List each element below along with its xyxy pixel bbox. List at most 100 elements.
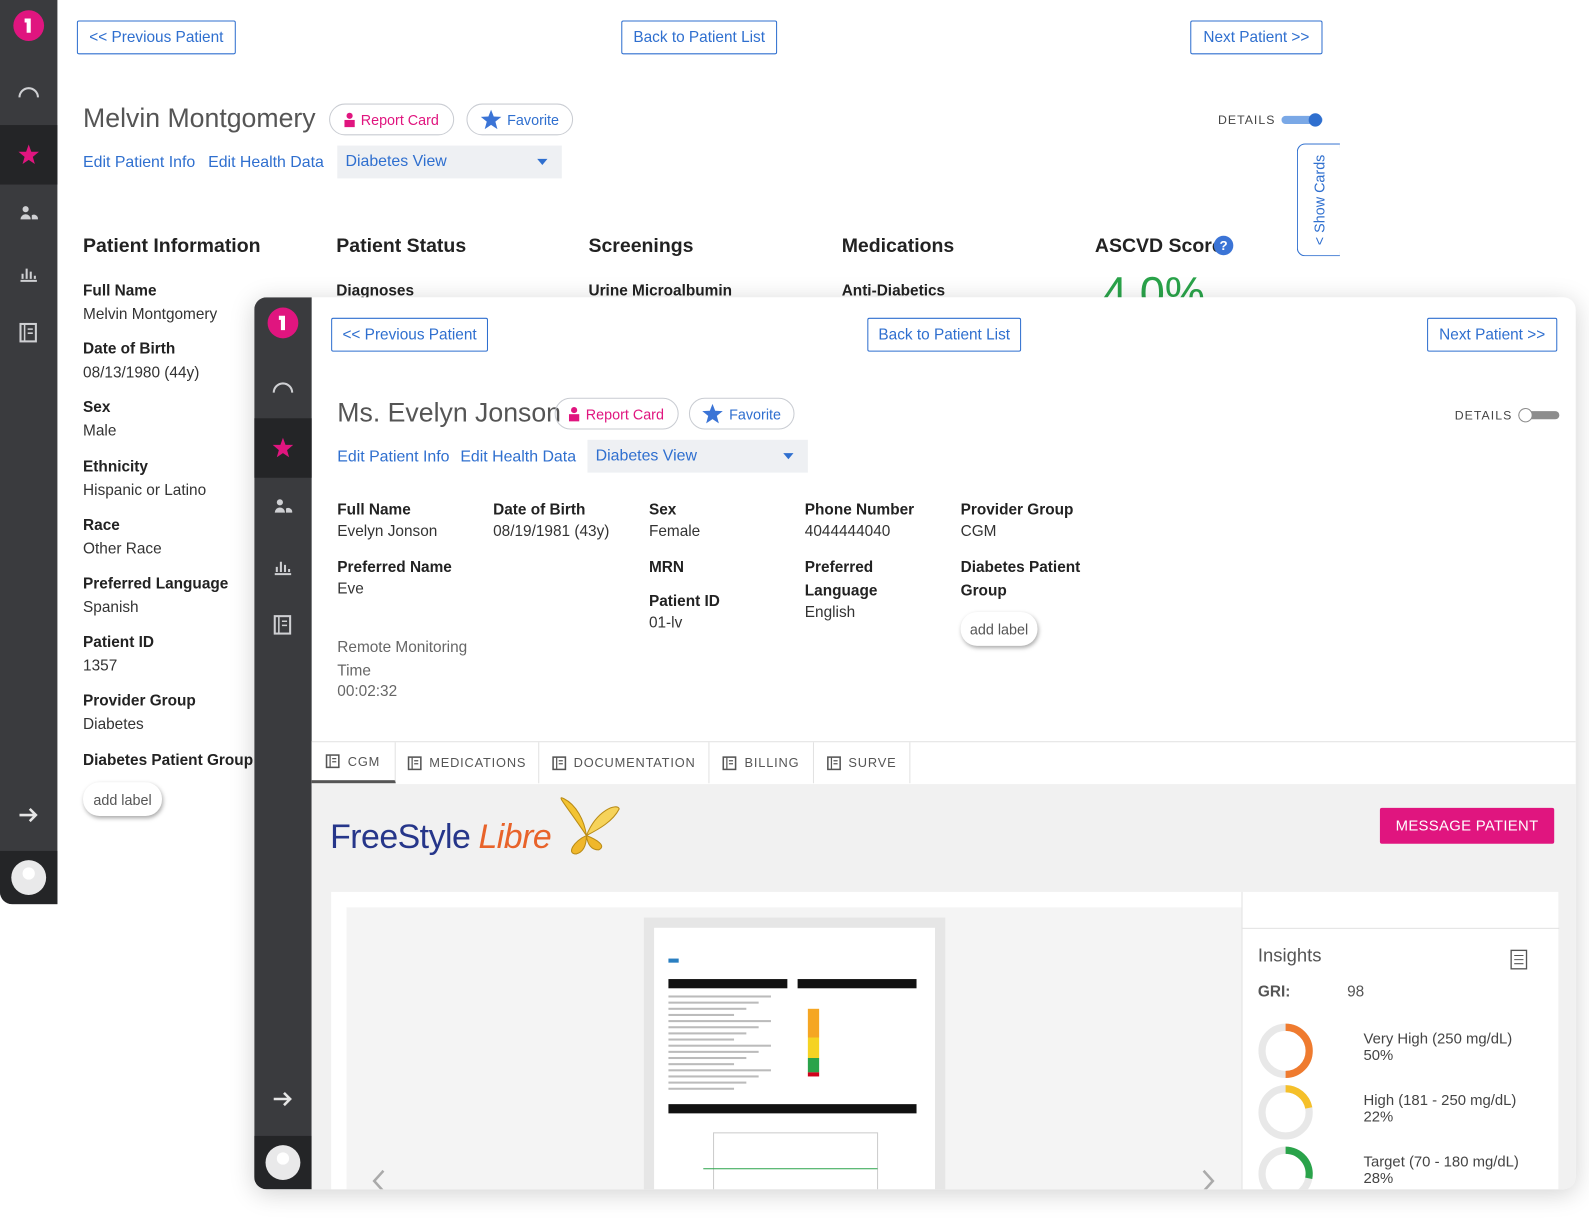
view-dropdown[interactable]: Diabetes View — [587, 439, 808, 473]
icon-shape — [407, 755, 422, 770]
field-value: Evelyn Jonson — [337, 522, 438, 541]
tab[interactable]: SURVE — [814, 742, 911, 784]
field-label: Preferred Language — [83, 575, 229, 593]
report-viewer — [346, 907, 1242, 1190]
range-donut — [1258, 1085, 1313, 1140]
reports-icon — [274, 561, 292, 576]
donut-arc — [1285, 1085, 1313, 1109]
details-toggle[interactable] — [1281, 111, 1325, 129]
tab-label: MEDICATIONS — [429, 755, 527, 770]
insights-divider — [1242, 927, 1560, 929]
edit-patient-info-link[interactable]: Edit Patient Info — [83, 153, 196, 172]
details-label: DETAILS — [1217, 112, 1276, 128]
range-donut — [1258, 1023, 1313, 1078]
star — [480, 109, 502, 130]
report-card-label: Report Card — [585, 405, 664, 422]
toggle-knob — [1518, 408, 1533, 423]
next-arrow — [1202, 1169, 1215, 1190]
doc-lines — [1514, 954, 1524, 965]
tab-bar: CGM MEDICATIONS DOCUMENTATION BILLING SURVE — [311, 741, 1576, 786]
next-patient-button[interactable]: Next Patient >> — [1427, 317, 1558, 352]
page-title-bar — [668, 958, 679, 963]
field-value: Diabetes — [83, 715, 144, 734]
next-patient-button[interactable]: Next Patient >> — [1190, 20, 1323, 55]
field-value: Eve — [337, 580, 364, 598]
freestyle-libre-logo: FreeStyle Libre — [330, 817, 552, 856]
text-line — [668, 1038, 735, 1041]
tab-label: SURVE — [848, 755, 897, 770]
tab[interactable]: CGM — [311, 742, 396, 784]
edit-health-data-link[interactable]: Edit Health Data — [460, 448, 577, 466]
dashboard-icon — [18, 87, 39, 98]
tir-very-high — [807, 1008, 820, 1038]
report-card-button[interactable]: Report Card — [554, 397, 679, 430]
range-percent: 22% — [1363, 1109, 1394, 1126]
field-value: Male — [83, 422, 117, 441]
add-label-button[interactable]: add label — [961, 612, 1038, 646]
field-label: Sex — [648, 501, 677, 519]
field-label: Provider Group — [83, 692, 196, 710]
logo-brand: FreeStyle — [330, 817, 471, 856]
report-card-icon — [344, 112, 355, 127]
tab-label: DOCUMENTATION — [573, 755, 696, 770]
text-line — [668, 1050, 759, 1053]
sidebar — [254, 297, 312, 1190]
back-to-list-button[interactable]: Back to Patient List — [867, 317, 1022, 352]
column-heading: Patient Status — [336, 235, 467, 258]
view-dropdown[interactable]: Diabetes View — [337, 145, 562, 179]
wing-low — [571, 834, 603, 855]
column-heading: Screenings — [588, 235, 694, 258]
star-icon — [18, 144, 39, 165]
tab-label: CGM — [347, 754, 381, 769]
patient-name: Melvin Montgomery — [83, 102, 316, 134]
report-card-button[interactable]: Report Card — [329, 103, 455, 136]
previous-patient-button[interactable]: << Previous Patient — [76, 20, 236, 55]
field-label: Ethnicity — [83, 457, 148, 476]
patient-name: Ms. Evelyn Jonson — [337, 396, 562, 428]
favorite-label: Favorite — [507, 111, 560, 128]
collapse-arrow — [19, 807, 38, 823]
front-window: << Previous Patient Back to Patient List N… — [254, 297, 1576, 1190]
favorite-button[interactable]: Favorite — [466, 103, 574, 136]
text-line — [668, 1044, 771, 1047]
favorite-button[interactable]: Favorite — [688, 397, 795, 430]
tab-icon — [407, 755, 422, 770]
range-label: Very High (250 mg/dL) — [1363, 1031, 1513, 1048]
message-patient-button[interactable]: MESSAGE PATIENT — [1379, 807, 1555, 844]
previous-patient-button[interactable]: << Previous Patient — [331, 317, 488, 352]
cgm-panel: Insights GRI: 98 Very High (250 mg/dL) 50% Hi… — [331, 891, 1560, 1190]
text-line — [668, 1001, 759, 1004]
range-donut — [1258, 1146, 1313, 1190]
help-icon[interactable]: ? — [1213, 235, 1234, 256]
back-to-list-button[interactable]: Back to Patient List — [621, 20, 778, 55]
text-line — [668, 1069, 771, 1072]
show-cards-tab[interactable]: < Show Cards — [1296, 143, 1340, 257]
wing-left — [560, 797, 587, 836]
subheading: Diagnoses — [336, 281, 415, 300]
edit-patient-info-link[interactable]: Edit Patient Info — [337, 448, 450, 466]
tab[interactable]: MEDICATIONS — [396, 742, 540, 784]
field-label: Race — [83, 516, 120, 534]
carousel-arrows — [372, 1169, 1215, 1190]
tab[interactable]: DOCUMENTATION — [539, 742, 710, 784]
star — [702, 403, 723, 424]
text-line — [668, 1063, 735, 1066]
icon-head — [346, 112, 353, 119]
field-value: Other Race — [83, 540, 162, 558]
sidebar — [0, 0, 58, 905]
add-label-button[interactable]: add label — [83, 782, 162, 816]
text-line — [668, 1075, 759, 1078]
field-label: MRN — [648, 558, 684, 577]
icon-shape — [551, 755, 566, 770]
field-label: Date of Birth — [83, 340, 176, 358]
tab-label: BILLING — [744, 755, 800, 770]
docs-lines — [278, 616, 288, 634]
tab[interactable]: BILLING — [709, 742, 815, 784]
edit-health-data-link[interactable]: Edit Health Data — [208, 153, 324, 172]
icon-lines — [555, 757, 563, 769]
report-card-icon — [569, 406, 580, 421]
details-toggle[interactable] — [1518, 406, 1561, 424]
docs-icon — [19, 322, 37, 343]
text-line — [668, 1081, 747, 1084]
docs-lines — [23, 323, 33, 342]
